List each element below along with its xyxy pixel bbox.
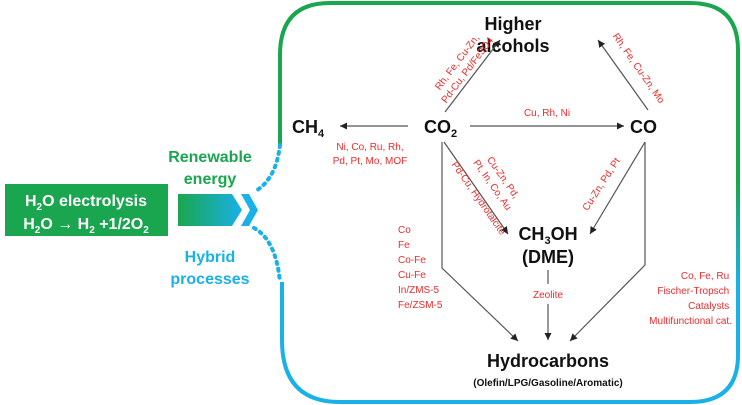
catalysts-co-hydrocarbons: Co, Fe, Ru Fischer-Tropsch Catalysts Mul… — [649, 271, 732, 327]
dotted-link-renewable — [252, 143, 282, 194]
catalysts-co2-co: Cu, Rh, Ni — [524, 108, 570, 119]
co-node: CO — [630, 117, 657, 137]
ch4-node: CH4 — [292, 117, 325, 140]
arrow-co-hydrocarbons — [569, 142, 646, 342]
text-label: H — [23, 216, 35, 233]
text-label: O electrolysis — [42, 193, 147, 210]
h2o-electrolysis-box: H2O electrolysis H2O → H2 +1/2O2 — [5, 184, 168, 236]
methanol-node: CH3OH — [518, 224, 577, 247]
text-label: 3 — [544, 235, 550, 247]
dotted-link-hybrid — [252, 226, 282, 284]
text-label: 4 — [318, 128, 325, 140]
text-label: Ni, Co, Ru, Rh, — [336, 142, 403, 153]
text-label: Co-Fe — [398, 255, 426, 266]
text-label: CH — [292, 117, 318, 137]
text-label: processes — [170, 271, 249, 288]
text-label: Catalysts — [688, 301, 729, 312]
chevron-icon — [241, 194, 258, 226]
arrow-co-alcohols — [597, 39, 649, 111]
catalysts-co2-hydrocarbons: Co Fe Co-Fe Cu-Fe In/ZMS-5 Fe/ZSM-5 — [398, 225, 443, 311]
arrow-co2-alcohols — [444, 39, 501, 113]
catalysts-co2-ch4: Ni, Co, Ru, Rh, Pd, Pt, Mo, MOF — [333, 142, 407, 167]
text-label: CO — [424, 117, 451, 137]
text-label: Renewable — [168, 149, 252, 166]
process-boundary — [278, 0, 740, 404]
co2-node: CO2 — [424, 117, 457, 140]
text-label: 2 — [451, 128, 457, 140]
text-label: Multifunctional cat. — [649, 316, 732, 327]
text-label: Higher — [484, 14, 541, 34]
arrow-co-methanol — [589, 141, 646, 235]
hybrid-processes-label: Hybrid processes — [170, 249, 249, 288]
text-label: Fe — [398, 240, 410, 251]
catalysts-co2-alcohols: Rh, Fe, Cu-Zn,Pd-Cu, Pd/Fe3O4 — [429, 27, 496, 105]
arrow-co2-hydrocarbons — [441, 142, 519, 342]
catalysts-zeolite: Zeolite — [533, 290, 563, 301]
text-label: Hybrid — [185, 249, 236, 266]
text-label: O → H — [40, 216, 89, 233]
text-label: OH — [551, 224, 578, 244]
text-label: Fe/ZSM-5 — [398, 300, 443, 311]
text-label: +1/2O — [95, 216, 143, 233]
text-label: Cu-Fe — [398, 270, 426, 281]
text-label: In/ZMS-5 — [398, 285, 440, 296]
text-label: Co — [398, 225, 411, 236]
text-label: Co, Fe, Ru — [681, 271, 729, 282]
hydrocarbons-subtitle: (Olefin/LPG/Gasoline/Aromatic) — [473, 378, 622, 389]
text-label: 2 — [89, 225, 95, 236]
text-label: 2 — [143, 225, 149, 236]
catalysts-co-methanol: Cu-Zn, Pd, Pt — [581, 156, 623, 213]
text-label: 2 — [35, 225, 41, 236]
dme-label: (DME) — [522, 247, 574, 267]
text-label: Pd, Pt, Mo, MOF — [333, 156, 407, 167]
arrow-co2-methanol — [443, 141, 509, 235]
renewable-energy-label: Renewable energy — [168, 149, 252, 188]
text-label: CH — [518, 224, 544, 244]
text-label: energy — [184, 171, 237, 188]
hydrocarbons-node: Hydrocarbons — [487, 351, 609, 371]
text-label: 2 — [37, 202, 43, 213]
gradient-arrow — [178, 194, 242, 226]
text-label: H — [25, 193, 37, 210]
text-label: Fischer-Tropsch — [657, 286, 729, 297]
electrolysis-title: H2O electrolysis — [25, 193, 147, 213]
electrolysis-equation: H2O → H2 +1/2O2 — [23, 216, 149, 236]
